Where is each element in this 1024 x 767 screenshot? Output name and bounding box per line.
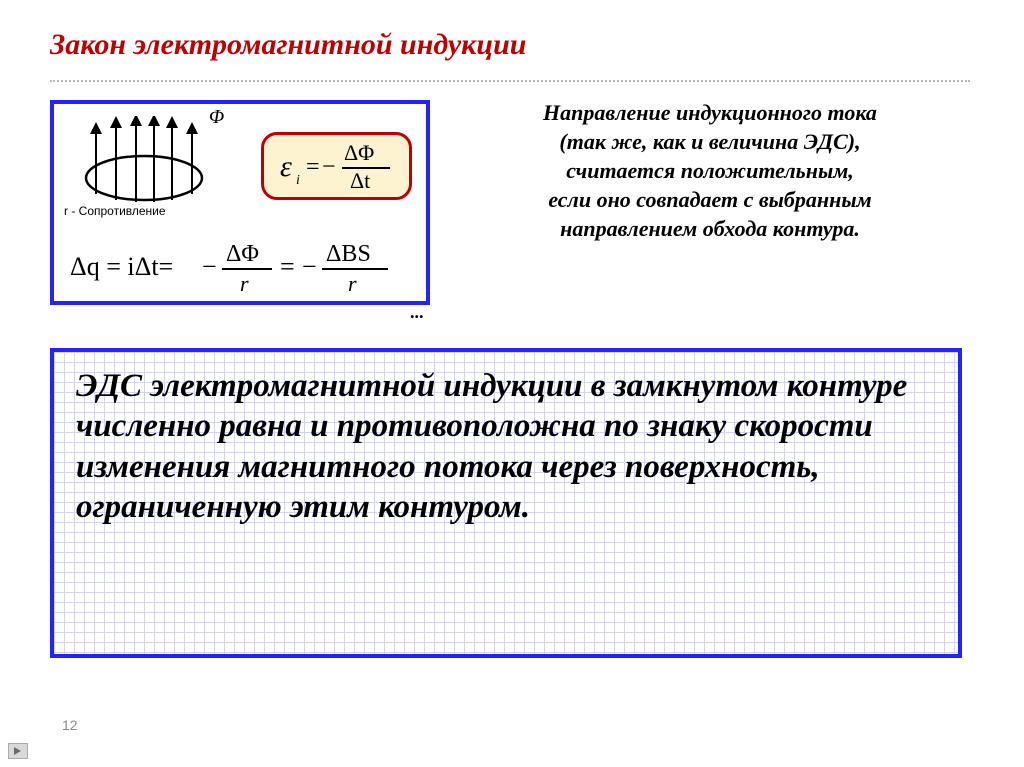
svg-text:ΔΦ: ΔΦ (344, 140, 374, 165)
side-line: (так же, как и величина ЭДС), (446, 127, 974, 156)
dq-formula: Δq = iΔt= − ΔΦ r = − ΔBS r (68, 239, 420, 291)
svg-text:ε: ε (280, 150, 292, 183)
phi-label: Φ (209, 106, 224, 129)
svg-text:Δq = iΔt=: Δq = iΔt= (70, 252, 173, 281)
direction-paragraph: Направление индукционного тока (так же, … (446, 98, 974, 243)
svg-text:i: i (296, 173, 300, 188)
slide-tab-icon[interactable] (8, 743, 28, 759)
svg-text:=: = (306, 154, 320, 180)
resistance-label: r - Сопротивление (64, 204, 166, 218)
svg-text:−: − (302, 252, 317, 281)
side-line: Направление индукционного тока (446, 98, 974, 127)
formula-panel: Φ r - Сопротивление ε i = − ΔΦ Δt Δq = i… (50, 100, 430, 305)
flux-diagram (72, 116, 216, 208)
svg-text:ΔBS: ΔBS (326, 241, 371, 267)
svg-text:Δt: Δt (350, 168, 370, 192)
law-definition-text: ЭДС электромагнитной индукции в замкнуто… (76, 366, 936, 527)
page-number: 12 (62, 717, 78, 733)
svg-text:=: = (280, 252, 295, 281)
title-underline (50, 80, 970, 82)
side-line: если оно совпадает с выбранным (446, 185, 974, 214)
svg-text:r: r (348, 271, 357, 295)
svg-text:−: − (322, 154, 336, 180)
side-line: считается положительным, (446, 156, 974, 185)
svg-text:ΔΦ: ΔΦ (226, 241, 259, 267)
emf-formula-box: ε i = − ΔΦ Δt (261, 132, 412, 200)
side-line: направлением обхода контура. (446, 214, 974, 243)
law-definition-box: ЭДС электромагнитной индукции в замкнуто… (50, 348, 962, 658)
slide-title: Закон электромагнитной индукции (50, 28, 970, 62)
svg-text:−: − (202, 252, 217, 281)
slide: Закон электромагнитной индукции (0, 0, 1024, 767)
svg-text:r: r (240, 271, 249, 295)
